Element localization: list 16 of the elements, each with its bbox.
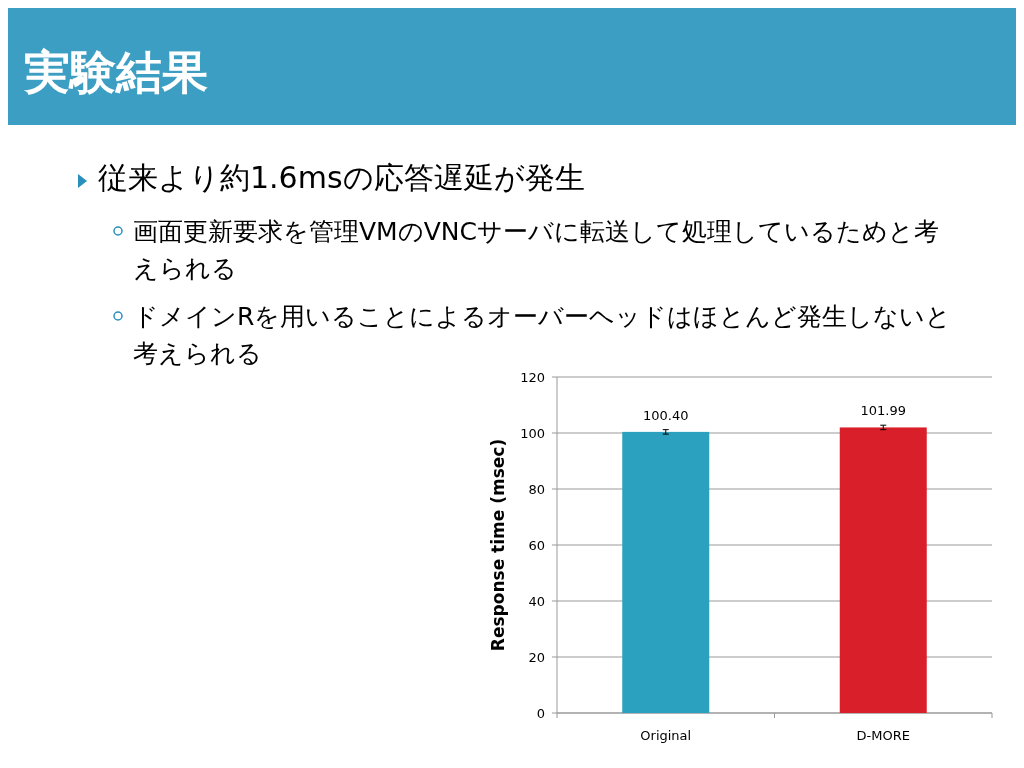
- x-tick-label: D-MORE: [856, 728, 910, 743]
- text: 実験結果: [23, 45, 208, 99]
- y-tick-label: 80: [528, 481, 545, 497]
- y-tick-label: 40: [528, 593, 545, 609]
- data-label: 100.40: [643, 407, 689, 423]
- y-tick-label: 100: [520, 425, 545, 441]
- y-axis-title: Response time (msec): [488, 438, 508, 652]
- x-tick-label: Original: [640, 728, 692, 743]
- data-label: 101.99: [860, 403, 906, 419]
- text: 画面更新要求を管理VMのVNCサーバに転送して処理しているためと考えられる: [133, 216, 940, 285]
- text: ドメインRを用いることによるオーバーヘッドはほとんど発生しないと考えられる: [133, 302, 952, 368]
- text: 従来より約1.6msの応答遅延が発生: [98, 159, 586, 197]
- y-tick-label: 0: [536, 705, 545, 721]
- y-tick-label: 60: [528, 537, 545, 553]
- y-tick-label: 20: [528, 649, 545, 665]
- y-tick-label: 120: [520, 369, 545, 385]
